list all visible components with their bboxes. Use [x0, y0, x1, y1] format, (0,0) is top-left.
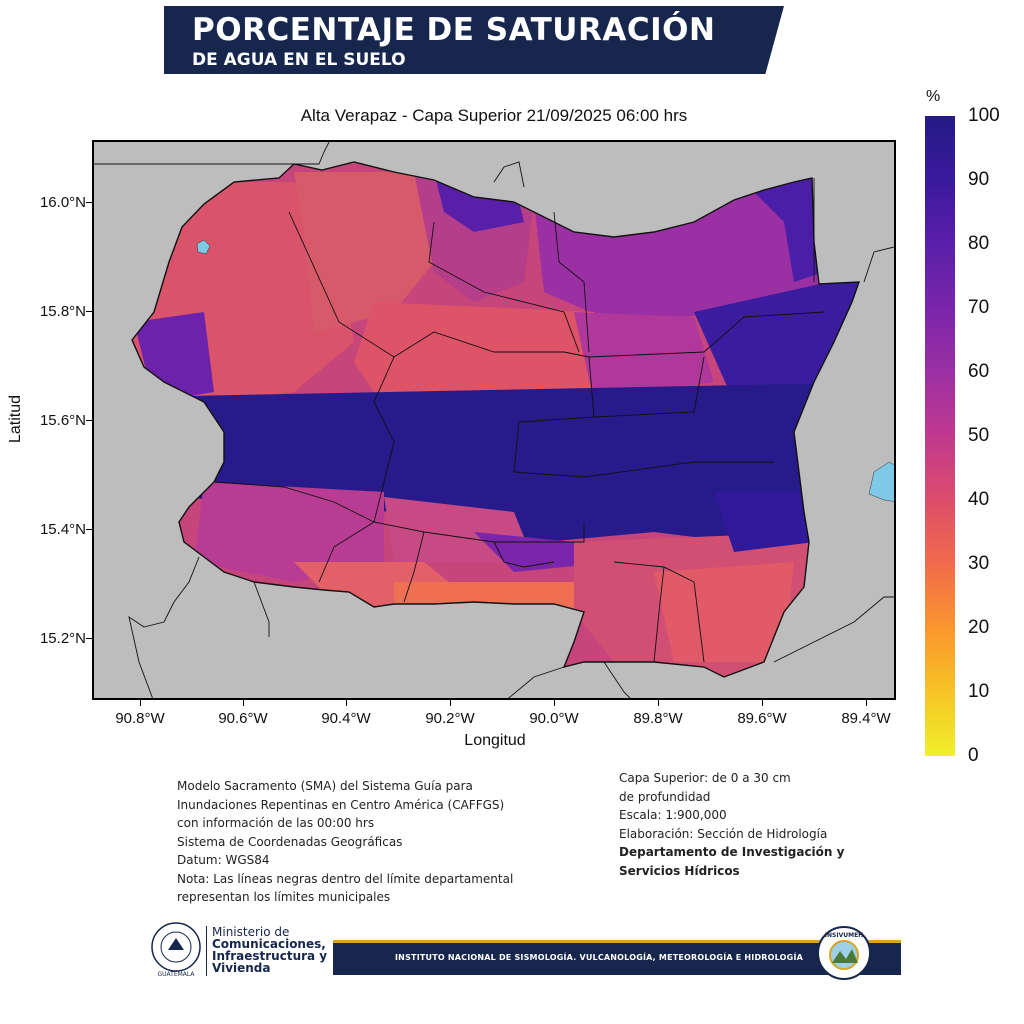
lon-tick [554, 700, 555, 706]
lon-tick [866, 700, 867, 706]
seal-text: GUATEMALA [157, 971, 195, 978]
notes-left: Modelo Sacramento (SMA) del Sistema Guía… [177, 777, 513, 907]
colorbar-label: 20 [968, 617, 990, 638]
note-line: Capa Superior: de 0 a 30 cm [619, 771, 791, 785]
colorbar-label: 100 [968, 105, 1000, 126]
institute-name: INSTITUTO NACIONAL DE SISMOLOGÍA. VULCAN… [395, 953, 804, 962]
colorbar-label: 50 [968, 425, 990, 446]
lat-tick [86, 311, 92, 312]
lon-tick [243, 700, 244, 706]
y-axis-title: Latitud [7, 394, 24, 444]
lon-tick [450, 700, 451, 706]
lat-label: 15.2°N [39, 630, 86, 647]
note-line: Sistema de Coordenadas Geográficas [177, 834, 403, 849]
note-line: Datum: WGS84 [177, 853, 270, 867]
note-line: representan los límites municipales [177, 890, 391, 904]
lat-tick [86, 529, 92, 530]
note-line: Elaboración: Sección de Hidrología [619, 826, 828, 841]
lon-label: 89.8°W [633, 710, 683, 727]
note-line: Escala: 1:900,000 [619, 808, 727, 822]
lon-tick [346, 700, 347, 706]
note-line-bold: Departamento de Investigación y [619, 845, 845, 859]
lat-tick [86, 420, 92, 421]
map-subtitle: Alta Verapaz - Capa Superior 21/09/2025 … [300, 106, 688, 125]
neighbor-boundaries [94, 142, 894, 698]
lat-label: 15.8°N [39, 303, 86, 320]
ministry-line: Ministerio de [212, 925, 290, 939]
colorbar-label: 70 [968, 297, 990, 318]
lon-label: 89.4°W [841, 710, 891, 727]
note-line: Modelo Sacramento (SMA) del Sistema Guía… [177, 779, 473, 793]
insivumeh-logo-icon: INSIVUMEH [817, 926, 871, 980]
lon-label: 90.4°W [321, 710, 371, 727]
lat-label: 16.0°N [39, 194, 86, 211]
map-frame [92, 140, 896, 700]
colorbar-label: 80 [968, 233, 990, 254]
title-banner: PORCENTAJE DE SATURACIÓN DE AGUA EN EL S… [164, 6, 784, 74]
ministry-line: Comunicaciones, [212, 937, 326, 951]
note-line: Nota: Las líneas negras dentro del límit… [177, 871, 514, 886]
note-line: Inundaciones Repentinas en Centro Améric… [177, 797, 505, 812]
ministry-logo-text: Ministerio de Comunicaciones, Infraestru… [212, 926, 327, 974]
colorbar-label: 60 [968, 361, 990, 382]
note-line: con información de las 00:00 hrs [177, 816, 375, 830]
institute-banner: INSTITUTO NACIONAL DE SISMOLOGÍA. VULCAN… [333, 940, 901, 975]
guatemala-seal-icon: GUATEMALA [151, 922, 201, 978]
ministry-line: Infraestructura y [212, 949, 328, 963]
lake-izabal [868, 461, 894, 502]
lat-tick [86, 202, 92, 203]
department-boundary [131, 161, 861, 678]
colorbar-label: 90 [968, 169, 990, 190]
note-line-bold: Servicios Hídricos [619, 863, 740, 878]
lon-label: 89.6°W [737, 710, 787, 727]
x-axis-title: Longitud [464, 732, 526, 749]
lon-label: 90.6°W [218, 710, 268, 727]
municipal-boundaries [213, 211, 825, 663]
lon-tick [140, 700, 141, 706]
colorbar [925, 116, 955, 756]
lon-label: 90.8°W [115, 710, 165, 727]
lon-label: 90.2°W [425, 710, 475, 727]
colorbar-label: 10 [968, 681, 990, 702]
notes-right: Capa Superior: de 0 a 30 cm de profundid… [619, 769, 844, 880]
ministry-line: Vivienda [212, 961, 271, 975]
title-line-2: DE AGUA EN EL SUELO [192, 50, 406, 70]
colorbar-label: 40 [968, 489, 990, 510]
logo-text: INSIVUMEH [825, 932, 863, 939]
lat-tick [86, 638, 92, 639]
lon-label: 90.0°W [529, 710, 579, 727]
lat-label: 15.4°N [39, 521, 86, 538]
saturation-field [132, 162, 859, 677]
colorbar-unit: % [926, 88, 941, 105]
footer-divider [206, 926, 207, 976]
lake-polygon [196, 239, 211, 255]
colorbar-label: 0 [968, 745, 979, 766]
title-line-1: PORCENTAJE DE SATURACIÓN [192, 12, 716, 48]
lon-tick [658, 700, 659, 706]
colorbar-label: 30 [968, 553, 990, 574]
saturation-map [94, 142, 894, 698]
lat-label: 15.6°N [39, 412, 86, 429]
lon-tick [762, 700, 763, 706]
note-line: de profundidad [619, 789, 711, 804]
